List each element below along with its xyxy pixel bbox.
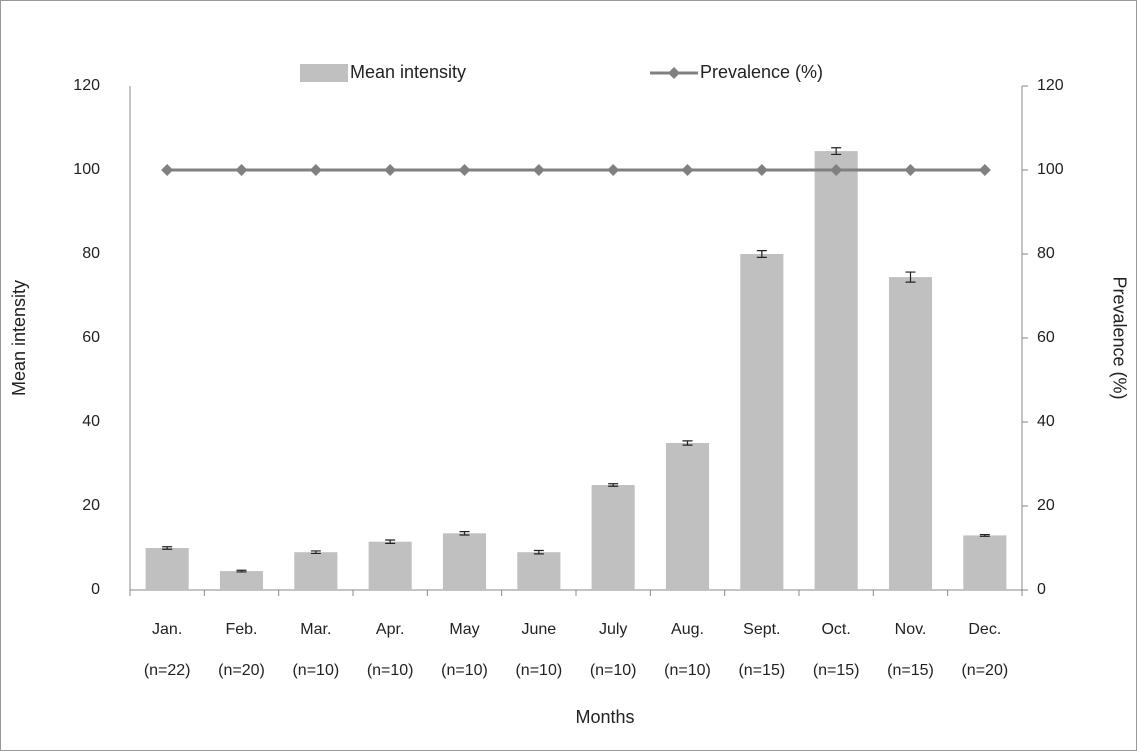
bar bbox=[369, 542, 412, 590]
x-tick-label: Sept. bbox=[743, 621, 780, 638]
x-tick-note: (n=15) bbox=[887, 662, 934, 679]
x-axis-title: Months bbox=[575, 707, 634, 727]
x-tick-label: July bbox=[599, 621, 627, 638]
x-tick-label: Aug. bbox=[671, 621, 704, 638]
x-tick-note: (n=15) bbox=[813, 662, 860, 679]
bar bbox=[592, 485, 635, 590]
x-tick-label: June bbox=[521, 621, 556, 638]
x-tick-label: Mar. bbox=[300, 621, 331, 638]
x-tick-label: Feb. bbox=[225, 621, 257, 638]
x-tick-note: (n=10) bbox=[664, 662, 711, 679]
y-tick-label: 0 bbox=[91, 581, 100, 598]
y-tick-label: 60 bbox=[82, 329, 100, 346]
y-tick-label: 80 bbox=[82, 245, 100, 262]
y2-tick-label: 0 bbox=[1037, 581, 1046, 598]
bar bbox=[963, 535, 1006, 590]
x-tick-note: (n=22) bbox=[144, 662, 191, 679]
bar bbox=[294, 552, 337, 590]
legend-swatch bbox=[300, 64, 348, 82]
y2-tick-label: 80 bbox=[1037, 245, 1055, 262]
x-tick-label: Oct. bbox=[821, 621, 850, 638]
y-tick-label: 20 bbox=[82, 497, 100, 514]
y-axis-title: Mean intensity bbox=[9, 280, 29, 396]
y-tick-label: 40 bbox=[82, 413, 100, 430]
page: Months Mean intensity Prevalence (%) 0 20… bbox=[0, 0, 1137, 751]
x-tick-note: (n=10) bbox=[441, 662, 488, 679]
x-tick-note: (n=10) bbox=[367, 662, 414, 679]
x-tick-note: (n=15) bbox=[738, 662, 785, 679]
x-tick-label: Nov. bbox=[895, 621, 927, 638]
x-tick-label: May bbox=[449, 621, 479, 638]
bar bbox=[443, 533, 486, 590]
bar bbox=[146, 548, 189, 590]
y2-tick-label: 60 bbox=[1037, 329, 1055, 346]
bar bbox=[517, 552, 560, 590]
y2-tick-label: 40 bbox=[1037, 413, 1055, 430]
bar bbox=[220, 571, 263, 590]
x-tick-label: Dec. bbox=[968, 621, 1001, 638]
y-tick-label: 120 bbox=[73, 77, 100, 94]
y2-tick-label: 100 bbox=[1037, 161, 1064, 178]
legend-label: Prevalence (%) bbox=[700, 62, 823, 82]
x-tick-note: (n=20) bbox=[961, 662, 1008, 679]
legend-label: Mean intensity bbox=[350, 62, 466, 82]
x-tick-note: (n=20) bbox=[218, 662, 265, 679]
x-tick-note: (n=10) bbox=[292, 662, 339, 679]
x-tick-note: (n=10) bbox=[515, 662, 562, 679]
chart: Months Mean intensity Prevalence (%) 0 20… bbox=[0, 0, 1137, 751]
y2-tick-label: 120 bbox=[1037, 77, 1064, 94]
y-tick-label: 100 bbox=[73, 161, 100, 178]
bar bbox=[740, 254, 783, 590]
x-tick-label: Jan. bbox=[152, 621, 182, 638]
bar bbox=[815, 151, 858, 590]
x-tick-note: (n=10) bbox=[590, 662, 637, 679]
bar bbox=[666, 443, 709, 590]
x-tick-label: Apr. bbox=[376, 621, 404, 638]
y2-axis-title: Prevalence (%) bbox=[1109, 276, 1129, 399]
bar bbox=[889, 277, 932, 590]
y2-tick-label: 20 bbox=[1037, 497, 1055, 514]
